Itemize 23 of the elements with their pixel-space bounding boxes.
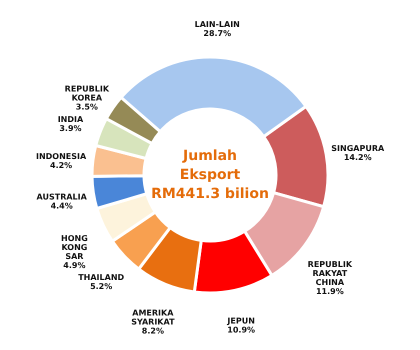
- slice-label: HONG KONG SAR: [61, 234, 88, 262]
- slice-label: JEPUN: [226, 316, 255, 326]
- data-label: 28.7%: [203, 29, 232, 38]
- data-label: 4.2%: [50, 160, 72, 170]
- data-label: 11.9%: [316, 287, 344, 296]
- slice-label: AUSTRALIA: [36, 192, 88, 202]
- data-label: 4.9%: [63, 261, 86, 270]
- slice-label: AMERIKA SYARIKAT: [131, 308, 176, 327]
- slice-label: SINGAPURA: [331, 144, 385, 153]
- slice-label: REPUBLIK KOREA: [64, 84, 110, 102]
- data-label: 10.9%: [227, 326, 256, 335]
- data-label: 5.2%: [90, 282, 112, 292]
- slice-label: INDONESIA: [36, 152, 87, 161]
- slice-label: LAIN-LAIN: [194, 20, 240, 30]
- data-label: 3.9%: [59, 124, 82, 134]
- slice-label: REPUBLIK RAKYAT CHINA: [308, 260, 353, 288]
- data-label: 3.5%: [76, 102, 98, 112]
- data-label: 4.4%: [50, 201, 73, 210]
- slice-label: THAILAND: [78, 273, 124, 282]
- data-label: 8.2%: [142, 326, 164, 336]
- text: Jumlah Eksport RM441.3 bilion: [151, 148, 269, 202]
- slice-label: INDIA: [58, 115, 84, 124]
- data-label: 14.2%: [344, 152, 372, 162]
